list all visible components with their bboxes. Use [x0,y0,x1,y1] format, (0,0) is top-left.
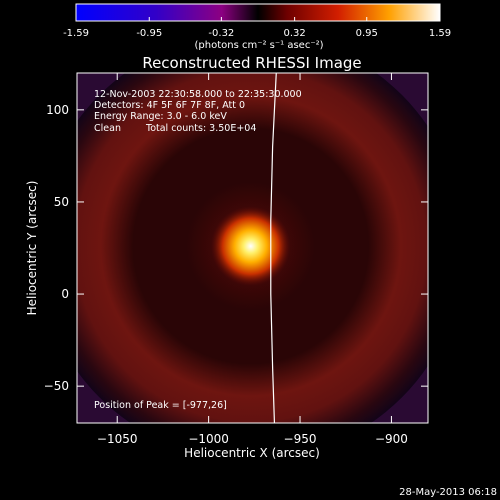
y-tick-label: 0 [61,287,69,301]
emission-peak [210,206,291,287]
x-tick-label: −950 [284,432,317,446]
x-tick-label: −900 [375,432,408,446]
x-tick-label: −1000 [188,432,229,446]
colorbar-tick-label: 0.95 [356,28,378,39]
y-axis-label: Heliocentric Y (arcsec) [25,181,39,316]
x-axis-ticks: −1050 −1000 −950 −900 [97,73,408,446]
annotation-method: Clean [94,123,121,134]
solar-limb-curve [270,73,277,423]
y-axis-ticks: −50 0 50 100 [44,103,428,393]
image-area [77,73,428,423]
colorbar [75,3,441,22]
footer-date: 28-May-2013 06:18 [399,487,497,498]
colorbar-tick-label: 0.32 [283,28,305,39]
y-tick-label: 50 [54,195,69,209]
x-axis-label: Heliocentric X (arcsec) [184,446,320,460]
colorbar-tick-label: -1.59 [63,28,89,39]
colorbar-ticks: -1.59 -0.95 -0.32 0.32 0.95 1.59 [63,17,451,39]
annotation-energy: Energy Range: 3.0 - 6.0 keV [94,111,227,122]
chart-title: Reconstructed RHESSI Image [142,54,361,72]
colorbar-tick-label: -0.32 [208,28,234,39]
colorbar-unit-label: (photons cm⁻² s⁻¹ asec⁻²) [194,40,323,51]
plot-frame [76,72,429,424]
y-tick-label: −50 [44,379,69,393]
x-tick-label: −1050 [97,432,138,446]
y-tick-label: 100 [46,103,69,117]
annotation-counts: Total counts: 3.50E+04 [145,123,256,134]
colorbar-tick-label: -0.95 [136,28,162,39]
colorbar-tick-label: 1.59 [429,28,451,39]
annotation-time-range: 12-Nov-2003 22:30:58.000 to 22:35:30.000 [94,89,302,100]
annotation-peak: Position of Peak = [-977,26] [94,400,227,411]
annotation-detectors: Detectors: 4F 5F 6F 7F 8F, Att 0 [94,100,245,111]
